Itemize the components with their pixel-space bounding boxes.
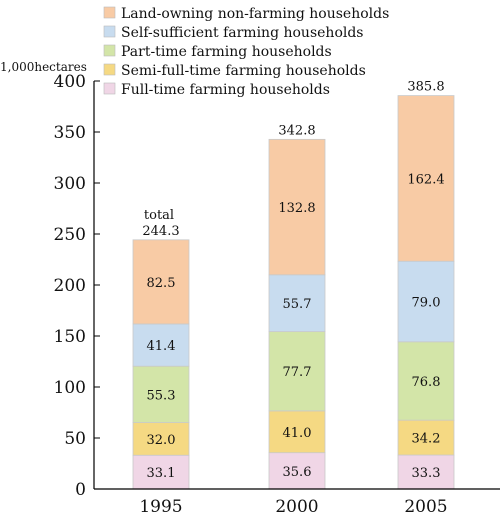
segment-value-label: 55.3	[147, 388, 176, 403]
legend-label: Part-time farming households	[121, 44, 332, 60]
y-tick-label: 250	[54, 225, 86, 245]
y-tick-label: 400	[54, 72, 86, 92]
legend-swatch	[103, 44, 116, 57]
bar-segment	[268, 410, 326, 454]
y-tick-label: 350	[54, 123, 86, 143]
legend-label: Semi-full-time farming households	[121, 63, 366, 79]
y-axis-unit-label: 1,000hectares	[0, 60, 87, 74]
x-axis: 1995 2000 2005	[94, 488, 500, 514]
legend-label: Full-time farming households	[121, 82, 330, 98]
legend-item: Part-time farming households	[103, 44, 332, 60]
x-tick-label: 2005	[404, 497, 447, 514]
legend-label: Self-sufficient farming households	[121, 25, 364, 41]
bar-segment	[132, 365, 190, 423]
segment-value-label: 32.0	[147, 433, 176, 448]
y-tick-label: 100	[54, 378, 86, 398]
bar-total-label: 244.3	[142, 224, 179, 239]
y-tick-label: 50	[64, 429, 86, 449]
bar-segment	[397, 260, 455, 343]
segment-value-label: 79.0	[412, 296, 441, 311]
segment-value-label: 162.4	[407, 172, 444, 187]
bar-segment	[132, 239, 190, 325]
legend-swatch	[103, 82, 116, 95]
bar-segment	[132, 454, 190, 490]
segment-value-label: 82.5	[147, 276, 176, 291]
bar-segment	[132, 422, 190, 456]
segment-value-label: 41.4	[147, 339, 176, 354]
legend-swatch	[103, 6, 116, 19]
bar-stack-2000: 35.6 41.0 77.7 55.7 132.8 342.8	[268, 123, 326, 490]
legend-item: Land-owning non-farming households	[103, 6, 389, 22]
bar-segment	[397, 95, 455, 262]
x-tick-label: 1995	[139, 497, 182, 514]
y-axis: 0 50 100 150 200 250 300 350 400	[54, 72, 100, 500]
legend-swatch	[103, 25, 116, 38]
bar-total-label: 342.8	[278, 123, 315, 138]
legend-label: Land-owning non-farming households	[121, 6, 389, 22]
bar-segment	[397, 454, 455, 490]
bar-segment	[132, 323, 190, 367]
segment-value-label: 77.7	[283, 365, 312, 380]
total-caption: total	[144, 208, 174, 223]
y-tick-label: 150	[54, 327, 86, 347]
bar-segment	[397, 419, 455, 456]
bar-segment	[268, 138, 326, 276]
segment-value-label: 33.3	[412, 466, 441, 481]
y-tick-label: 0	[75, 480, 86, 500]
x-tick-label: 2000	[275, 497, 318, 514]
segment-value-label: 132.8	[278, 201, 315, 216]
bar-stack-2005: 33.3 34.2 76.8 79.0 162.4 385.8	[397, 80, 455, 490]
bar-segment	[268, 452, 326, 490]
segment-value-label: 33.1	[147, 466, 176, 481]
segment-value-label: 34.2	[412, 432, 441, 447]
bar-segment	[268, 274, 326, 333]
segment-value-label: 41.0	[283, 426, 312, 441]
y-tick-label: 300	[54, 174, 86, 194]
legend-swatch	[103, 63, 116, 76]
legend-item: Semi-full-time farming households	[103, 63, 366, 79]
bar-total-label: 385.8	[407, 80, 444, 95]
bar-segment	[397, 341, 455, 421]
segment-value-label: 55.7	[283, 297, 312, 312]
legend-item: Self-sufficient farming households	[103, 25, 364, 41]
segment-value-label: 76.8	[412, 375, 441, 390]
y-tick-label: 200	[54, 276, 86, 296]
segment-value-label: 35.6	[283, 465, 312, 480]
chart-legend: Land-owning non-farming households Self-s…	[103, 6, 389, 98]
legend-item: Full-time farming households	[103, 82, 330, 98]
